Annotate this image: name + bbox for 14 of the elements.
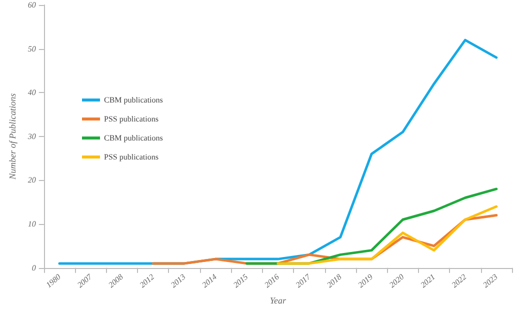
- y-tick-label: 10: [28, 220, 36, 229]
- y-tick-label: 60: [28, 0, 36, 10]
- legend-label: CBM publications: [104, 96, 163, 104]
- y-tick-label: 30: [26, 132, 36, 141]
- x-axis-title: Year: [270, 296, 287, 306]
- y-tick-label: 50: [28, 44, 36, 54]
- y-tick-label: 40: [28, 88, 36, 98]
- legend-label: CBM publications: [104, 134, 163, 142]
- y-tick-label: 0: [32, 263, 36, 272]
- legend-label: PSS publications: [104, 152, 158, 162]
- y-axis-title: Number of Publications: [8, 92, 18, 180]
- line-series: [276, 205, 498, 265]
- y-tick-label: 20: [28, 176, 36, 185]
- legend-label: PSS publications: [104, 114, 158, 124]
